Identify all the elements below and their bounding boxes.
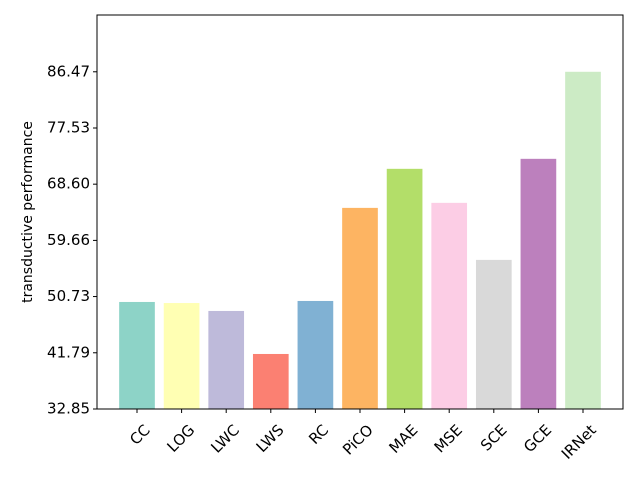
x-tick-label: PiCO [339, 421, 377, 459]
bar [208, 310, 245, 409]
bar [119, 301, 155, 409]
x-tick-label: LOG [164, 421, 199, 456]
x-tick-label: SCE [477, 421, 511, 455]
plot-frame [96, 14, 624, 410]
x-tick-label: GCE [520, 421, 555, 456]
x-tick-label: LWS [253, 421, 288, 456]
bar [520, 158, 557, 409]
x-tick-label: MSE [431, 421, 466, 456]
bar [163, 303, 200, 409]
y-tick-label: 32.85 [47, 400, 90, 418]
bar [431, 202, 468, 409]
y-tick-label: 59.66 [47, 231, 90, 249]
y-tick-label: 77.53 [47, 119, 90, 137]
bar [475, 259, 512, 409]
bar [252, 353, 289, 409]
bar [297, 300, 334, 409]
x-tick-label: CC [126, 421, 154, 449]
bar [342, 207, 378, 409]
x-tick-label: LWC [207, 421, 243, 457]
x-tick-label: RC [305, 421, 332, 448]
bar [565, 71, 601, 410]
bar [386, 168, 423, 409]
x-tick-label: MAE [386, 421, 422, 457]
y-axis-label: transductive performance [20, 121, 36, 303]
x-tick-label: IRNet [558, 421, 600, 463]
y-tick-label: 86.47 [47, 62, 90, 80]
y-tick-label: 68.60 [47, 175, 90, 193]
y-tick-label: 41.79 [47, 343, 90, 361]
y-tick-label: 50.73 [47, 287, 90, 305]
